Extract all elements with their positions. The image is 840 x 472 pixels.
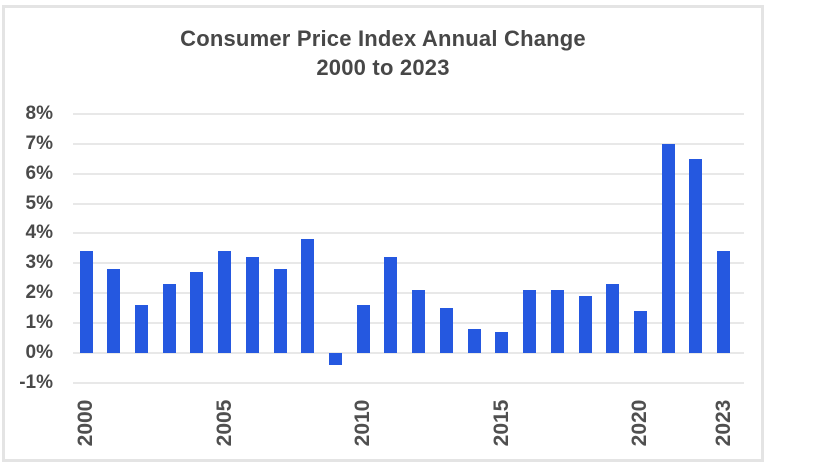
bar-2014 [467, 329, 481, 353]
gridline-4% [73, 232, 744, 235]
chart-title: Consumer Price Index Annual Change [180, 26, 586, 51]
y-axis-label-0%: 0% [25, 342, 53, 363]
y-axis-label-4%: 4% [25, 222, 53, 244]
gridline-3% [73, 262, 744, 265]
chart-subtitle: 2000 to 2023 [316, 55, 450, 80]
bar-2003 [162, 284, 176, 353]
y-axis-label-5%: 5% [25, 192, 53, 214]
gridline-5% [73, 202, 744, 205]
bar-2017 [550, 290, 564, 353]
bar-2009 [329, 353, 342, 365]
chart-title-block: Consumer Price Index Annual Change 2000 … [5, 24, 761, 82]
x-axis-label-2010: 2010 [351, 399, 375, 447]
bar-2020 [633, 311, 647, 353]
bar-2012 [412, 290, 426, 353]
bar-2013 [439, 308, 453, 353]
x-axis-label-2015: 2015 [489, 399, 513, 447]
gridline-2% [73, 292, 744, 295]
bar-2001 [107, 269, 121, 353]
bar-2015 [495, 332, 509, 353]
y-axis-label-1%: 1% [25, 312, 53, 334]
y-axis-label-7%: 7% [25, 132, 53, 154]
bar-2002 [134, 305, 148, 353]
bar-2023 [717, 251, 731, 353]
y-axis-label--1%: -1% [19, 371, 53, 393]
gridline-6% [73, 172, 744, 175]
bar-2006 [245, 257, 259, 353]
y-axis-label-8%: 8% [25, 102, 53, 124]
bar-2022 [689, 158, 703, 353]
x-axis-label-2020: 2020 [628, 399, 652, 447]
y-axis-label-6%: 6% [25, 162, 53, 184]
bar-2010 [356, 305, 370, 353]
gridline-7% [73, 142, 744, 145]
gridline--1% [73, 381, 744, 384]
gridline-8% [73, 112, 744, 115]
bar-2005 [218, 251, 232, 353]
bar-2007 [273, 269, 287, 353]
y-axis-label-3%: 3% [25, 252, 53, 274]
bar-2008 [301, 239, 315, 353]
bar-2000 [79, 251, 93, 353]
bar-2019 [606, 284, 620, 353]
x-axis-label-2005: 2005 [212, 399, 236, 447]
gridline-0% [73, 352, 744, 354]
gridline-1% [73, 322, 744, 325]
y-axis-label-2%: 2% [25, 282, 53, 304]
x-axis-label-2023: 2023 [711, 399, 735, 447]
chart-card: Consumer Price Index Annual Change 2000 … [2, 5, 764, 462]
x-axis-label-2000: 2000 [74, 399, 97, 447]
bar-2011 [384, 257, 398, 353]
plot-area: 8% 7% 6% 5% 4% 3% 2% 1% 0% -1% 2000 2005 2010 2015 202… [5, 8, 761, 459]
bar-2016 [523, 290, 536, 353]
bar-2018 [578, 296, 592, 353]
bar-2021 [661, 143, 675, 353]
bar-2004 [190, 272, 204, 353]
